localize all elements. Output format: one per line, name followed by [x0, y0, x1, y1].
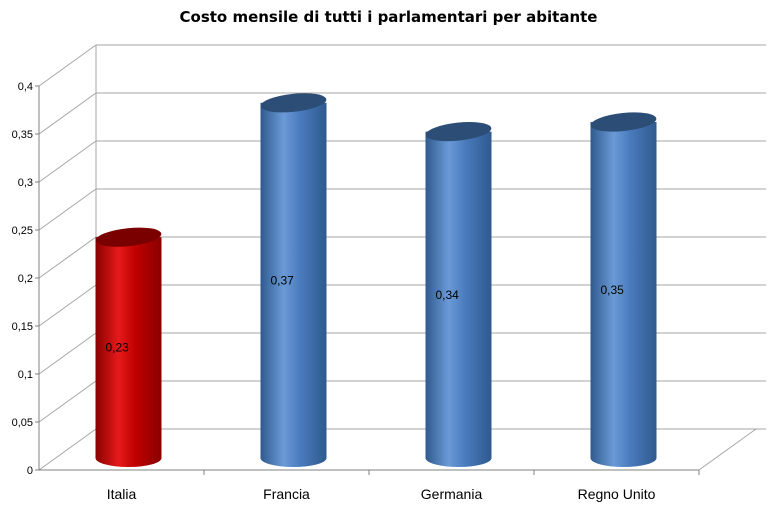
- floor-edge: [698, 428, 757, 471]
- x-tick-label: Italia: [107, 486, 137, 502]
- bar: [590, 112, 657, 467]
- data-label: 0,34: [436, 288, 460, 302]
- chart-title: Costo mensile di tutti i parlamentari pe…: [179, 8, 598, 26]
- gridline: [38, 188, 766, 231]
- gridline: [38, 140, 766, 183]
- y-tick-label: 0,2: [18, 273, 33, 285]
- y-tick-label: 0,25: [12, 225, 33, 237]
- y-tick-label: 0,4: [18, 81, 33, 93]
- y-tick-label: 0,15: [12, 321, 33, 333]
- x-tick-label: Germania: [421, 486, 483, 502]
- data-label: 0,35: [601, 283, 625, 297]
- bar: [425, 122, 492, 467]
- y-tick-label: 0,05: [12, 417, 33, 429]
- y-tick-label: 0,35: [12, 129, 33, 141]
- x-tick-label: Regno Unito: [578, 486, 656, 502]
- y-tick-label: 0: [27, 465, 33, 477]
- data-label: 0,37: [271, 273, 295, 287]
- data-label: 0,23: [106, 341, 130, 355]
- bar: [260, 93, 327, 468]
- x-tick-label: Francia: [263, 486, 310, 502]
- y-tick-label: 0,1: [18, 369, 33, 381]
- bar: [95, 227, 162, 467]
- gridline: [38, 44, 766, 87]
- gridline: [38, 92, 766, 135]
- y-tick-label: 0,3: [18, 177, 33, 189]
